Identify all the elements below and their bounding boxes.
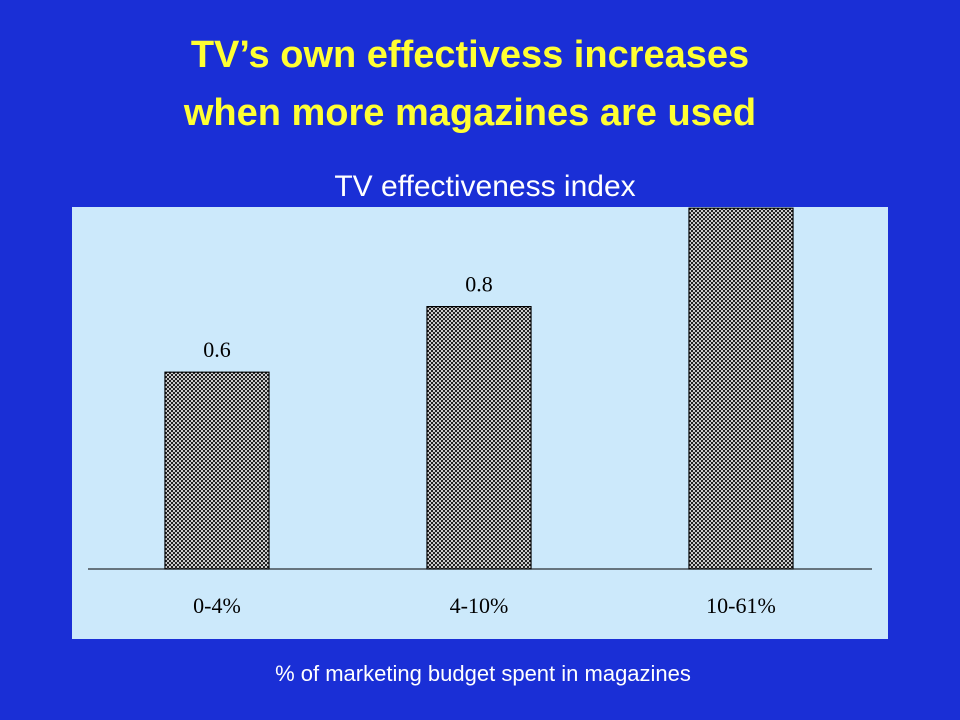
slide-title-line-2: when more magazines are used [183, 92, 757, 134]
category-label-4-10%: 4-10% [450, 593, 509, 618]
plot-area: 0.60-4%0.84-10%1.110-61% [72, 207, 888, 639]
bar-chart: 0.60-4%0.84-10%1.110-61% [88, 207, 872, 618]
bar-4-10% [426, 305, 532, 570]
bar-10-61% [688, 207, 794, 570]
category-label-0-4%: 0-4% [193, 593, 241, 618]
slide-title-line-1: TV’s own effectivess increases [190, 34, 750, 76]
bar-0-4% [164, 371, 270, 570]
data-label-0-4%: 0.6 [203, 337, 231, 362]
data-label-4-10%: 0.8 [465, 272, 493, 297]
category-label-10-61%: 10-61% [706, 593, 776, 618]
chart-title: TV effectiveness index [334, 170, 636, 203]
x-axis-label: % of marketing budget spent in magazines [275, 661, 691, 686]
